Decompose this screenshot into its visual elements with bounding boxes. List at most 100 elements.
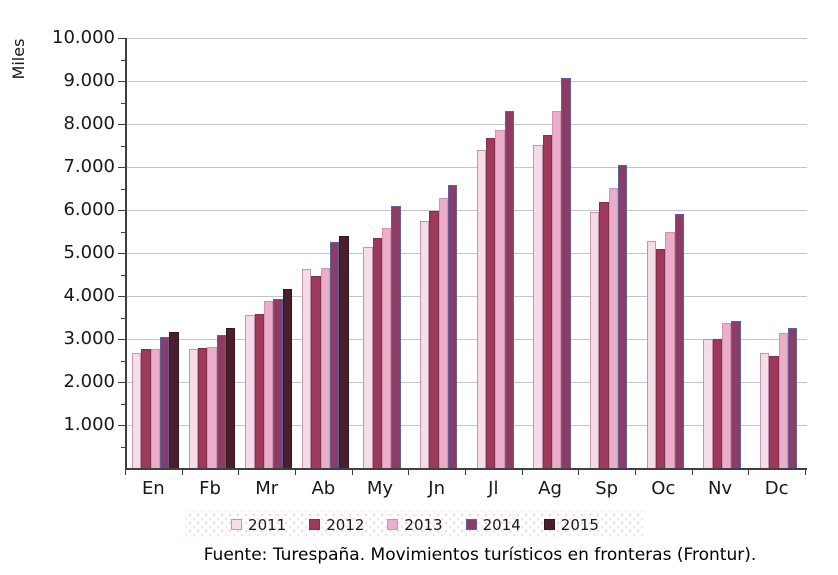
bar-My-2014	[391, 206, 401, 468]
legend-swatch-2013	[387, 519, 399, 530]
bar-Mr-2013	[263, 300, 274, 468]
x-axis-category-label: Dc	[764, 478, 789, 499]
y-tick-minor	[121, 145, 125, 147]
y-axis-tick-label: 5.000	[63, 242, 115, 263]
x-tick	[351, 470, 353, 475]
legend-swatch-2012	[309, 519, 321, 530]
bar-Jl-2013	[495, 129, 505, 468]
gridline	[127, 425, 807, 426]
bar-Dc-2014	[788, 327, 798, 468]
bar-Fb-2015	[226, 328, 236, 468]
y-axis-tick-label: 10.000	[52, 27, 115, 48]
legend-label: 2013	[404, 515, 443, 534]
bar-En-2012	[141, 348, 151, 468]
y-axis-tick-label: 7.000	[63, 156, 115, 177]
bar-Mr-2011	[245, 315, 255, 468]
source-note: Fuente: Turespaña. Movimientos turístico…	[203, 545, 757, 565]
bar-En-2013	[150, 349, 161, 468]
y-tick-major	[118, 210, 125, 211]
legend-swatch-2014	[465, 519, 477, 530]
y-tick-major	[118, 339, 125, 340]
x-axis-category-label: Oc	[651, 478, 676, 499]
x-tick	[295, 470, 296, 475]
bar-Nv-2012	[712, 339, 722, 468]
bar-Fb-2012	[197, 348, 208, 468]
y-tick-major	[118, 124, 125, 125]
x-axis-category-label: Jn	[428, 478, 446, 499]
bar-My-2012	[372, 237, 382, 468]
bar-Sp-2014	[618, 165, 628, 468]
y-tick-minor	[121, 231, 125, 233]
legend-label: 2012	[326, 515, 365, 534]
x-tick	[521, 470, 523, 475]
bar-Sp-2012	[599, 201, 609, 468]
bar-Dc-2012	[769, 355, 779, 468]
y-tick-major	[118, 81, 125, 82]
y-tick-major	[118, 382, 125, 383]
x-axis-category-label: Sp	[595, 478, 619, 499]
y-tick-minor	[121, 446, 125, 448]
bar-Jn-2013	[438, 197, 449, 468]
bar-My-2013	[382, 228, 392, 468]
bar-Fb-2014	[216, 334, 227, 468]
y-tick-major	[118, 38, 125, 39]
bar-Ab-2015	[339, 235, 349, 468]
y-tick-minor	[121, 403, 125, 405]
bar-Mr-2014	[273, 299, 283, 468]
bar-Ab-2011	[301, 269, 312, 468]
gridline	[127, 124, 807, 125]
bar-Ab-2012	[311, 275, 321, 468]
x-axis-category-label: Fb	[199, 478, 221, 499]
y-tick-minor	[121, 360, 125, 362]
y-tick-major	[118, 425, 125, 426]
x-tick	[125, 470, 126, 475]
x-tick	[635, 470, 636, 475]
gridline	[127, 296, 807, 297]
y-tick-major	[118, 253, 125, 254]
x-tick	[238, 470, 240, 475]
legend-swatch-2011	[231, 519, 243, 530]
bar-Oc-2013	[665, 232, 675, 468]
y-axis-tick-label: 2.000	[63, 371, 115, 392]
legend-item-2014: 2014	[465, 515, 521, 534]
legend-item-2015: 2015	[543, 515, 599, 534]
bar-Fb-2013	[207, 346, 217, 468]
x-tick	[181, 470, 183, 475]
bar-Mr-2015	[282, 289, 293, 468]
bar-Dc-2011	[759, 353, 770, 468]
legend-item-2012: 2012	[309, 516, 364, 534]
y-tick-minor	[121, 274, 125, 276]
bar-Fb-2011	[188, 348, 198, 468]
x-axis-category-label: Nv	[707, 478, 733, 499]
bar-Mr-2012	[254, 313, 264, 468]
legend-item-2013: 2013	[387, 515, 443, 534]
y-axis-tick-label: 4.000	[63, 285, 115, 306]
bar-Ag-2011	[533, 144, 543, 468]
legend-item-2011: 2011	[231, 516, 286, 534]
bar-Oc-2014	[674, 214, 685, 468]
gridline	[127, 38, 807, 39]
y-axis-tick-label: 6.000	[63, 199, 115, 220]
y-tick-major	[118, 296, 125, 297]
bar-Jl-2011	[476, 150, 486, 468]
gridline	[127, 210, 807, 211]
bar-Nv-2014	[731, 320, 741, 468]
legend-label: 2015	[560, 515, 599, 534]
y-axis-tick-label: 8.000	[63, 113, 115, 134]
legend: 2011 2012 2013 2014 2015	[186, 511, 644, 538]
bar-Ag-2014	[561, 78, 571, 468]
x-tick	[748, 470, 750, 475]
bar-Jn-2011	[419, 220, 430, 468]
x-axis-category-label: Jl	[488, 478, 499, 499]
x-axis-category-label: Ab	[311, 478, 336, 499]
bar-Jl-2014	[504, 111, 515, 468]
x-axis-category-label: Ag	[538, 478, 562, 499]
y-axis-tick-label: 9.000	[63, 70, 115, 91]
bar-Ag-2013	[552, 111, 562, 468]
legend-swatch-2015	[543, 519, 555, 530]
y-tick-minor	[121, 102, 125, 104]
bar-Nv-2013	[722, 322, 732, 468]
legend-label: 2014	[482, 515, 521, 534]
x-tick	[805, 470, 806, 475]
x-axis-category-label: My	[366, 478, 394, 499]
